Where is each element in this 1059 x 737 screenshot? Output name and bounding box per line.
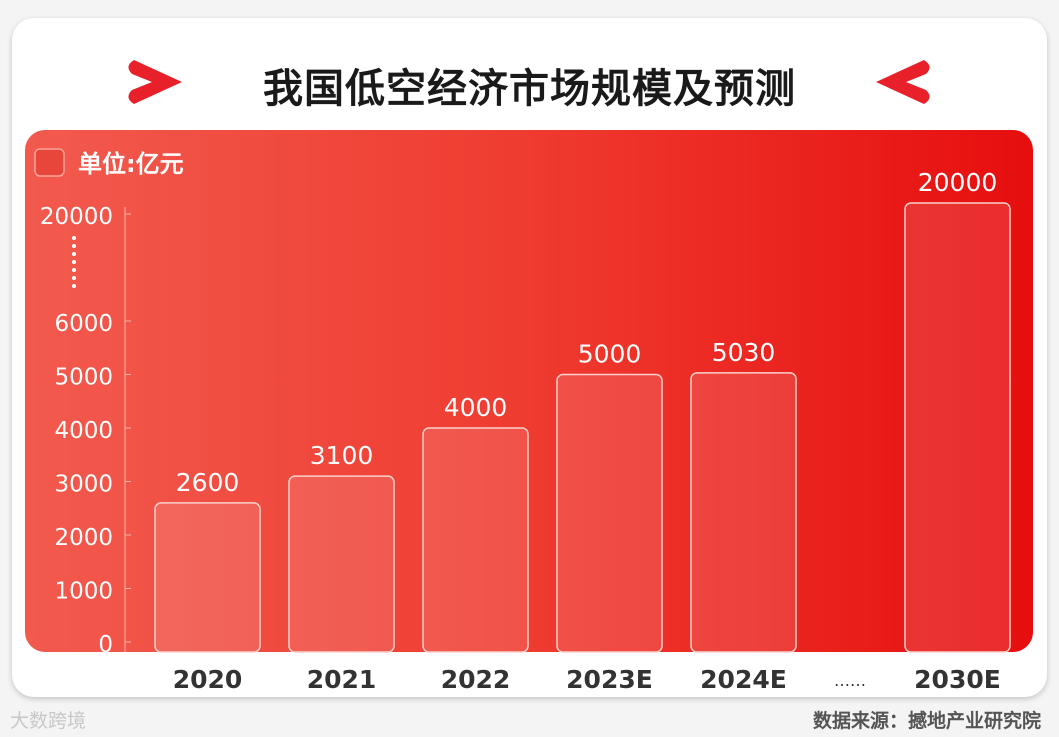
y-tick-label: 20000: [40, 204, 113, 230]
y-tick-label: 0: [98, 632, 113, 658]
x-tick-label: 2024E: [700, 665, 787, 694]
left-chevron-icon: [128, 60, 182, 104]
x-tick-label: 2030E: [914, 665, 1001, 694]
axis-break-dot: [72, 268, 76, 272]
y-tick-label: 5000: [54, 365, 113, 391]
value-label: 3100: [310, 441, 374, 470]
value-label: 2600: [176, 468, 240, 497]
y-tick-label: 4000: [54, 418, 113, 444]
bar-2030E: [904, 202, 1011, 653]
unit-legend-swatch: [34, 148, 65, 177]
right-chevron-icon: [876, 60, 930, 104]
x-tick-label: 2021: [307, 665, 377, 694]
x-tick-label: 2022: [441, 665, 511, 694]
chart-panel: [25, 130, 1033, 652]
data-source: 数据来源：撼地产业研究院: [812, 710, 1041, 732]
bar-2021: [288, 475, 395, 653]
axis-break-dot: [72, 276, 76, 280]
x-axis-break: ……: [834, 671, 866, 690]
x-tick-label: 2020: [173, 665, 243, 694]
y-tick-label: 1000: [54, 579, 113, 605]
value-label: 20000: [918, 168, 998, 197]
bar-2024E: [690, 372, 797, 653]
watermark-text: 大数跨境: [10, 710, 87, 732]
unit-label: 单位:亿元: [78, 150, 184, 178]
y-tick-label: 6000: [54, 311, 113, 337]
axis-break-dot: [72, 236, 76, 240]
bar-2023E: [556, 373, 663, 653]
chart-title: 我国低空经济市场规模及预测: [263, 66, 796, 112]
value-label: 4000: [444, 393, 508, 422]
axis-break-dot: [72, 260, 76, 264]
value-label: 5000: [578, 340, 642, 369]
x-tick-label: 2023E: [566, 665, 653, 694]
axis-break-dot: [72, 244, 76, 248]
bar-2020: [154, 502, 261, 653]
y-tick-label: 2000: [54, 525, 113, 551]
axis-break-dot: [72, 252, 76, 256]
axis-break-dot: [72, 284, 76, 288]
y-tick-label: 3000: [54, 472, 113, 498]
bar-2022: [422, 427, 529, 653]
value-label: 5030: [712, 338, 776, 367]
